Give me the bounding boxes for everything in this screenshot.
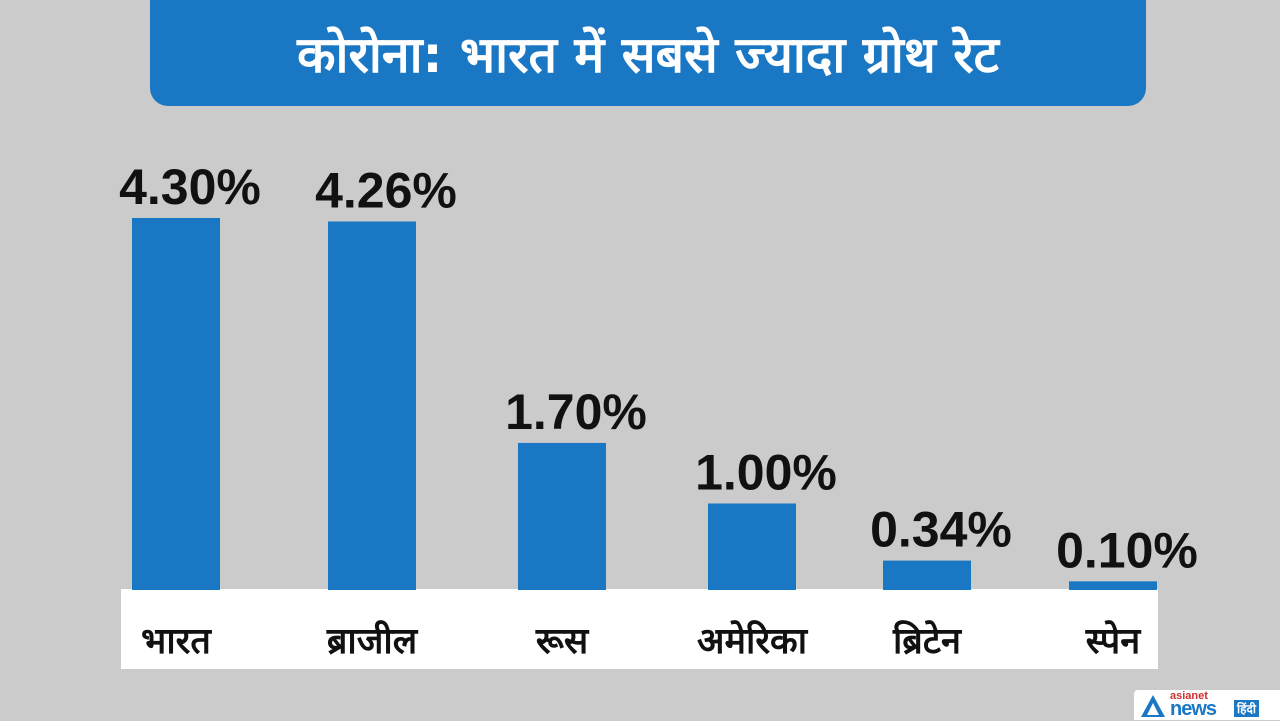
value-label-bharat: 4.30%	[119, 159, 261, 215]
bar-britain	[883, 560, 971, 590]
logo-main-text: news	[1170, 698, 1217, 720]
bar-spain	[1069, 581, 1157, 590]
logo-triangle-icon	[1141, 695, 1165, 717]
value-label-brazil: 4.26%	[315, 162, 457, 218]
category-label-britain: ब्रिटेन	[892, 620, 963, 662]
category-label-brazil: ब्राजील	[326, 620, 419, 662]
category-label-strip	[121, 589, 1158, 669]
bar-bharat	[132, 218, 220, 590]
bar-america	[708, 503, 796, 590]
title-banner: कोरोना: भारत में सबसे ज्यादा ग्रोथ रेट	[150, 0, 1146, 106]
bar-russia	[518, 442, 606, 590]
category-label-russia: रूस	[535, 621, 590, 662]
value-label-spain: 0.10%	[1056, 522, 1198, 578]
category-label-america: अमेरिका	[697, 620, 809, 662]
category-label-bharat: भारत	[141, 621, 212, 662]
value-label-russia: 1.70%	[505, 384, 647, 440]
bar-brazil	[328, 221, 416, 591]
logo-top-text: asianet	[1170, 690, 1208, 702]
value-label-america: 1.00%	[695, 444, 837, 500]
logo-sub-text: हिंदी	[1234, 700, 1259, 717]
asianet-news-logo: asianet news हिंदी	[1134, 690, 1280, 720]
category-label-spain: स्पेन	[1085, 620, 1142, 662]
value-label-britain: 0.34%	[870, 502, 1012, 558]
chart-title: कोरोना: भारत में सबसे ज्यादा ग्रोथ रेट	[297, 26, 999, 84]
